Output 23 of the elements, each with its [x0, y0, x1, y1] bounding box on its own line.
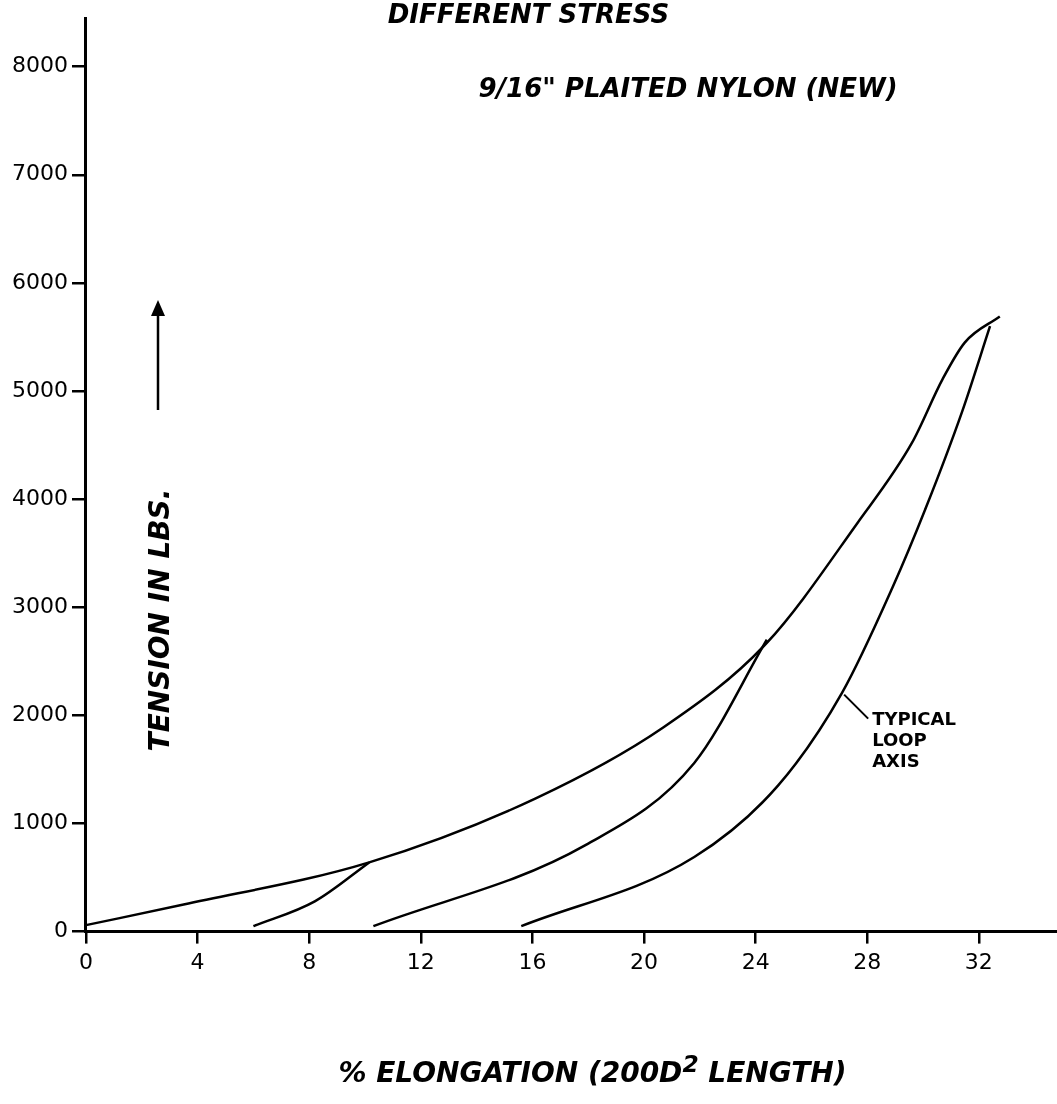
y-tick-label: 8000 [11, 52, 68, 78]
x-tick-label: 24 [741, 948, 770, 974]
y-tick-label: 5000 [11, 376, 68, 402]
x-axis-title: % ELONGATION (200D$^{2}$ LENGTH) [337, 1050, 848, 1090]
y-tick-label: 6000 [11, 268, 68, 294]
chart-title: DIFFERENT STRESS [386, 0, 671, 29]
y-tick-label: 3000 [11, 592, 68, 618]
annotation: TYPICAL LOOP AXIS [872, 708, 956, 772]
x-tick-label: 20 [630, 948, 659, 974]
x-tick-label: 12 [406, 948, 435, 974]
text: 9/16" PLAITED NYLON (NEW) [478, 72, 898, 103]
y-tick-label: 7000 [11, 160, 68, 186]
x-tick-label: 28 [853, 948, 882, 974]
y-tick-label: 0 [53, 917, 68, 943]
x-tick-label: 32 [964, 948, 993, 974]
y-axis-title: TENSION IN LBS. [143, 487, 177, 754]
x-tick-label: 16 [518, 948, 547, 974]
y-tick-label: 1000 [11, 809, 68, 835]
x-tick-label: 8 [302, 948, 317, 974]
x-tick-label: 4 [190, 948, 205, 974]
x-tick-label: 0 [78, 948, 93, 974]
y-tick-label: 4000 [11, 484, 68, 510]
y-tick-label: 2000 [11, 701, 68, 727]
